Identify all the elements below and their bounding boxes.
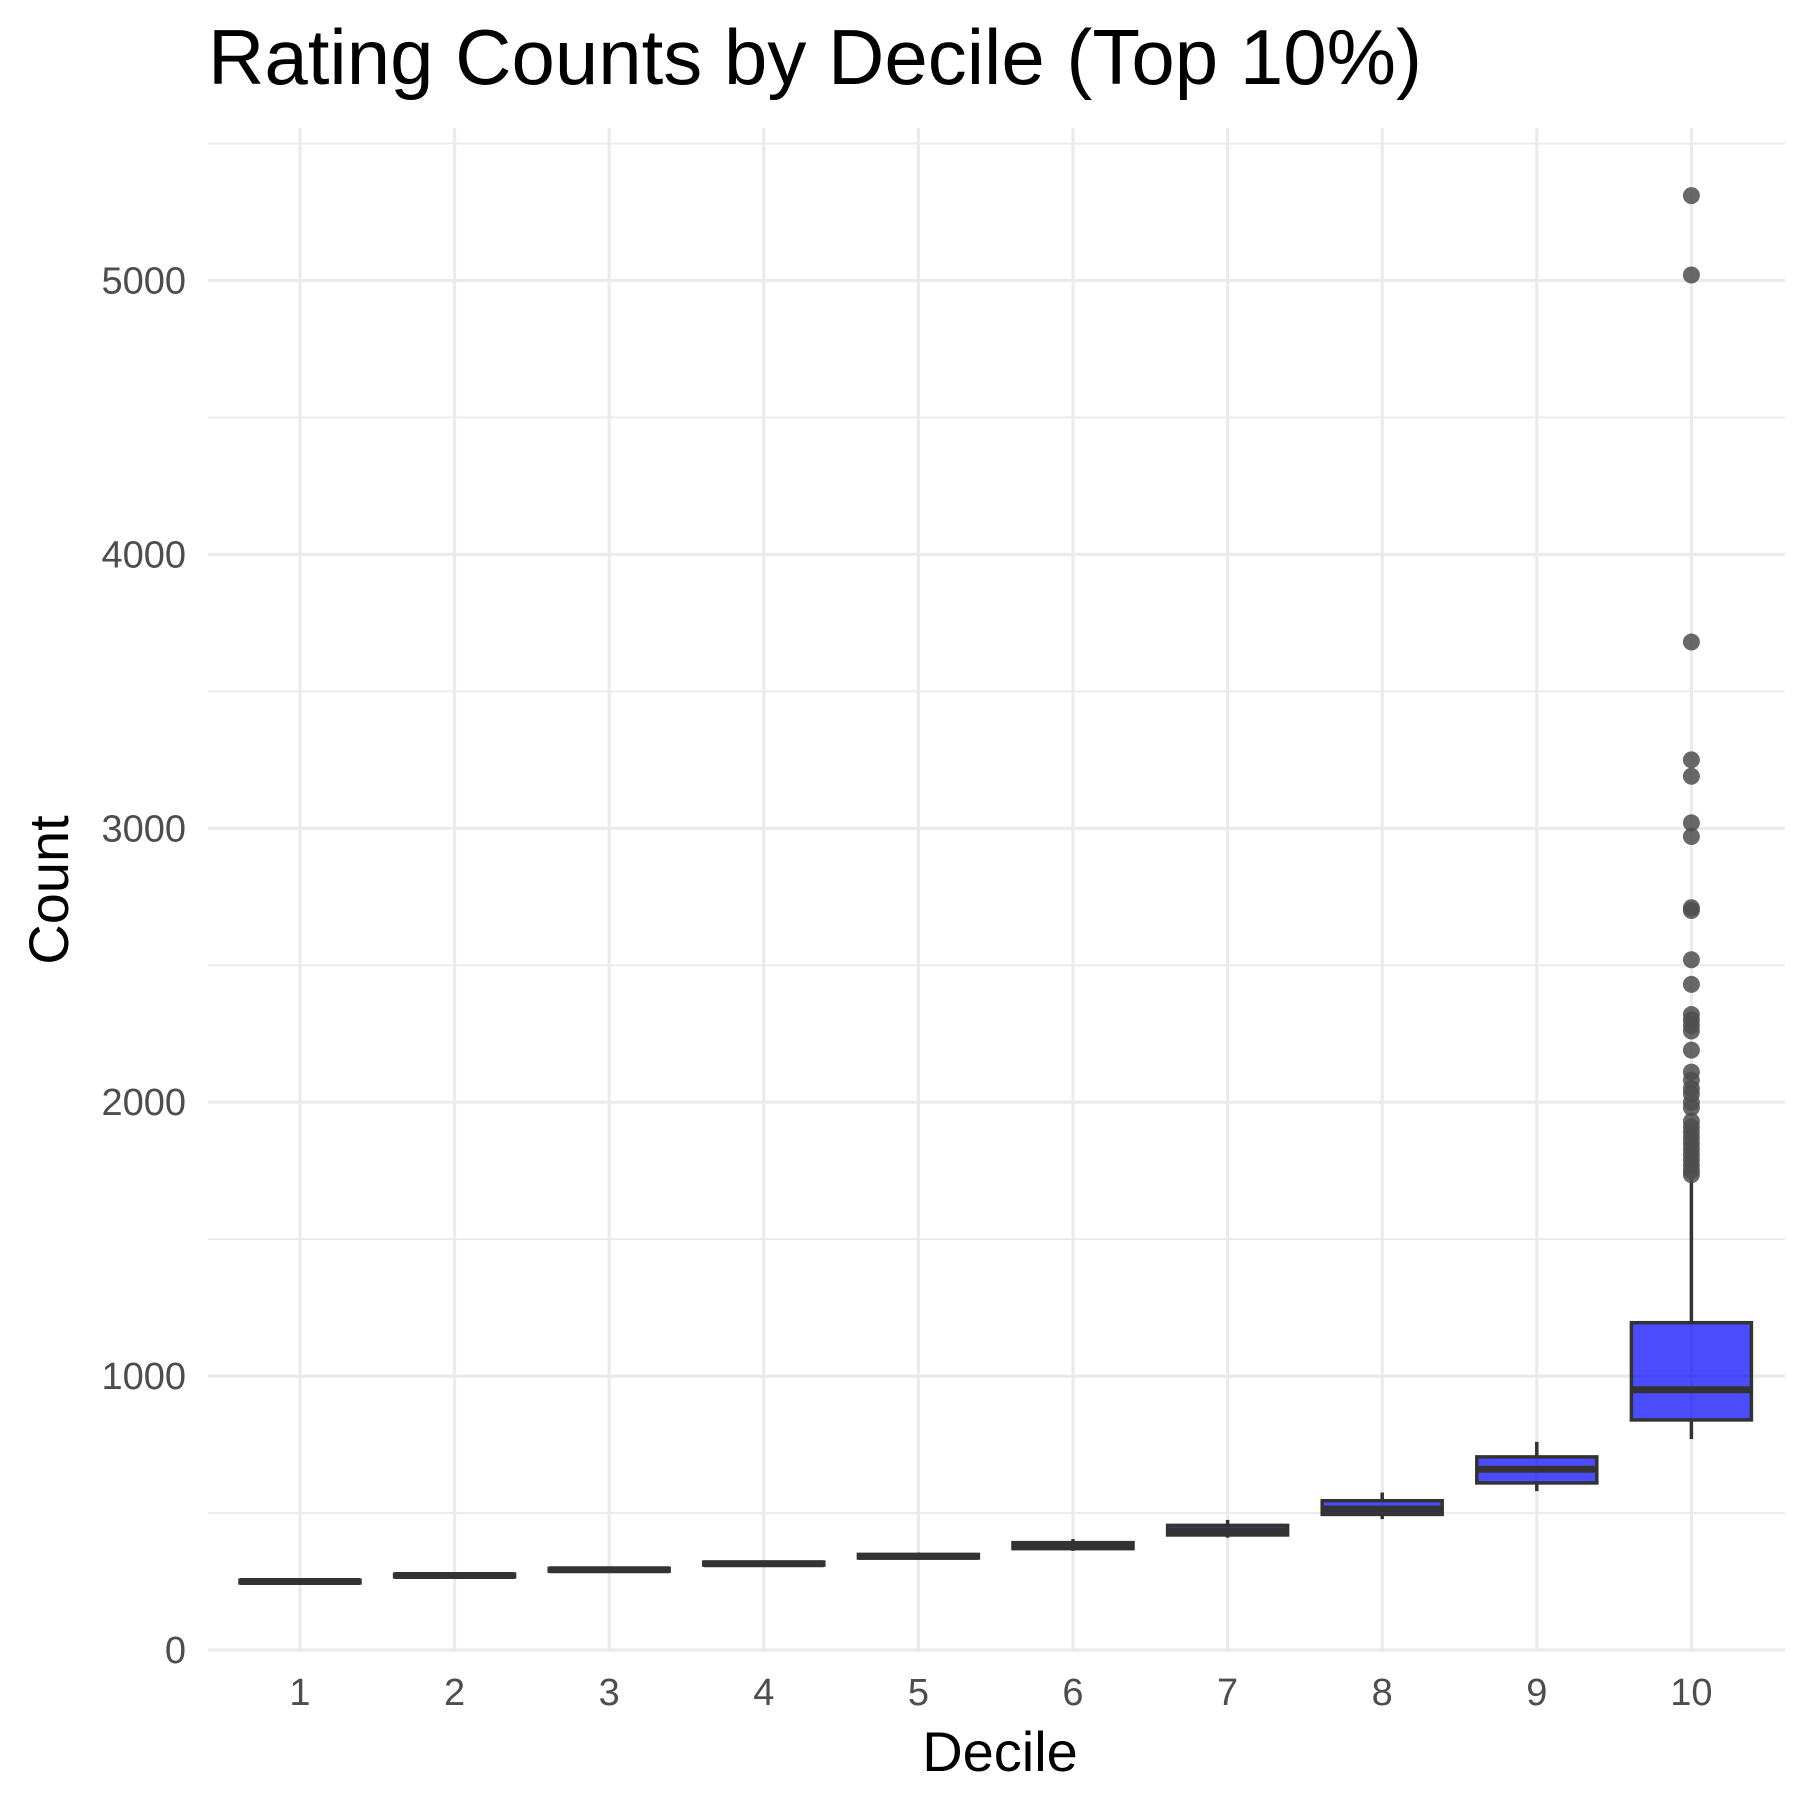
y-tick-label: 5000	[101, 261, 186, 303]
outlier-point	[1682, 187, 1700, 205]
outlier-point	[1682, 901, 1700, 919]
x-tick-label: 10	[1670, 1672, 1712, 1714]
box-group	[1629, 187, 1754, 1440]
outlier-point	[1682, 1099, 1700, 1117]
box-group	[392, 1571, 517, 1579]
y-tick-label: 2000	[101, 1082, 186, 1124]
outlier-point	[1682, 751, 1700, 769]
y-axis-title: Count	[17, 815, 80, 965]
outlier-point	[1682, 1022, 1700, 1040]
x-tick-label: 1	[289, 1672, 310, 1714]
outlier-point	[1682, 633, 1700, 651]
y-tick-label: 0	[165, 1630, 186, 1672]
box-group	[547, 1566, 671, 1574]
x-tick-label: 4	[753, 1672, 774, 1714]
outlier-point	[1682, 828, 1700, 846]
box-group	[1320, 1492, 1444, 1520]
outlier-point	[1682, 266, 1700, 284]
outlier-point	[1682, 975, 1700, 993]
outlier-point	[1682, 951, 1700, 969]
box-group	[856, 1552, 981, 1560]
box-group	[238, 1578, 362, 1586]
outlier-point	[1682, 814, 1700, 832]
chart-title: Rating Counts by Decile (Top 10%)	[208, 13, 1422, 101]
box-group	[1011, 1539, 1135, 1551]
box-body	[1629, 1320, 1754, 1422]
y-tick-label: 1000	[101, 1356, 186, 1398]
x-tick-label: 3	[599, 1672, 620, 1714]
x-tick-label: 8	[1372, 1672, 1393, 1714]
x-tick-label: 9	[1526, 1672, 1547, 1714]
y-tick-label: 3000	[101, 808, 186, 850]
x-tick-label: 6	[1062, 1672, 1083, 1714]
outlier-point	[1682, 767, 1700, 785]
x-axis-title: Decile	[922, 1720, 1078, 1783]
tick-layer: 0 1000 2000 3000 4000 5000 1 2 3 4 5 6 7 8 9 10	[101, 261, 1712, 1715]
box-group	[1475, 1441, 1599, 1492]
x-tick-label: 2	[444, 1672, 465, 1714]
outlier-point	[1682, 1166, 1700, 1184]
box-layer	[238, 187, 1754, 1586]
grid-layer	[208, 128, 1785, 1652]
box-group	[702, 1560, 826, 1568]
x-tick-label: 7	[1217, 1672, 1238, 1714]
y-tick-label: 4000	[101, 534, 186, 576]
box-group	[1165, 1519, 1290, 1538]
outlier-point	[1682, 1041, 1700, 1059]
x-tick-label: 5	[908, 1672, 929, 1714]
